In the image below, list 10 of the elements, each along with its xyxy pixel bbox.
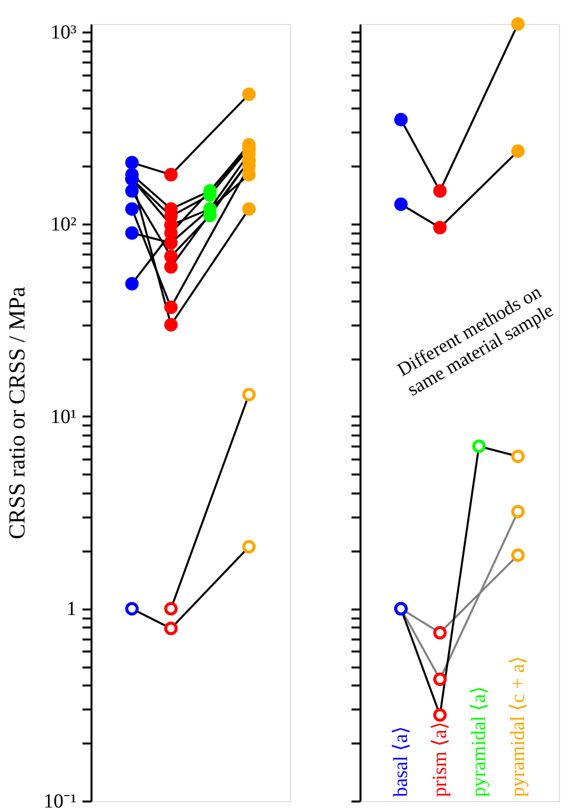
- y-tick-label: 10³: [50, 21, 76, 44]
- y-tick-label: 10¹: [50, 406, 76, 428]
- y-tick-label: 1: [66, 598, 76, 620]
- x-tick-label: pyramidal ⟨c + a⟩: [506, 656, 529, 797]
- y-tick-label: 10²: [50, 214, 76, 236]
- y-axis-title: CRSS ratio or CRSS / MPa: [4, 286, 30, 540]
- x-tick-label: prism ⟨a⟩: [428, 722, 451, 797]
- y-tick-label: 10⁻¹: [44, 790, 76, 811]
- x-tick-label: basal ⟨a⟩: [390, 726, 412, 797]
- x-tick-label: pyramidal ⟨a⟩: [468, 686, 490, 797]
